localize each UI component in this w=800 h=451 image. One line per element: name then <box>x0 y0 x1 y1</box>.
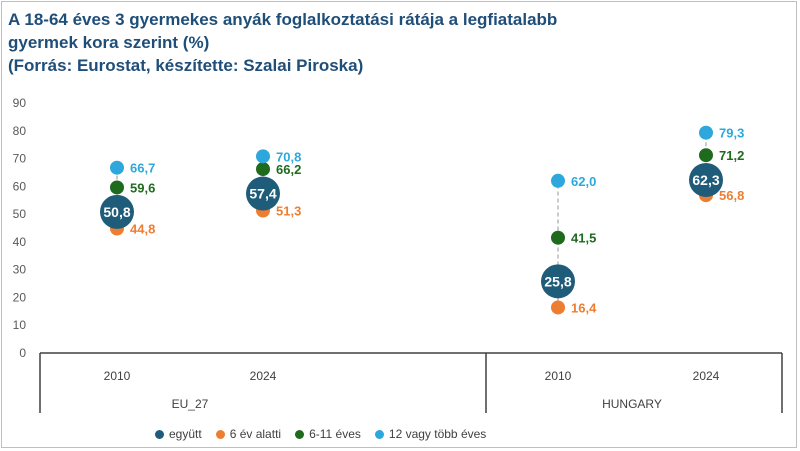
y-tick-label-80: 80 <box>13 124 27 138</box>
x-category-label-0: 2010 <box>104 369 131 383</box>
data-label-6-11-eves-2: 41,5 <box>571 231 596 246</box>
y-tick-label-10: 10 <box>13 318 27 332</box>
data-label-egyutt-1: 57,4 <box>249 186 276 202</box>
legend-marker-6-11-eves <box>295 429 305 439</box>
x-category-label-3: 2024 <box>693 369 720 383</box>
point-6-11-eves-2 <box>551 230 565 245</box>
data-label-6-11-eves-1: 66,2 <box>276 162 301 177</box>
data-label-12-vagy-tobb-eves-0: 66,7 <box>130 161 155 176</box>
legend-label-6-11-eves: 6-11 éves <box>309 427 361 441</box>
legend-item-6-ev-alatti: 6 év alatti <box>215 427 282 441</box>
y-tick-label-70: 70 <box>13 152 27 166</box>
point-6-11-eves-3 <box>699 148 713 163</box>
point-egyutt-2 <box>541 264 575 299</box>
data-label-12-vagy-tobb-eves-3: 79,3 <box>719 126 744 141</box>
y-tick-label-60: 60 <box>13 179 27 193</box>
legend-item-egyutt: együtt <box>155 427 202 441</box>
title-line-1: A 18-64 éves 3 gyermekes anyák foglalkoz… <box>8 10 558 29</box>
legend-label-egyutt: együtt <box>169 427 202 441</box>
data-label-6-ev-alatti-2: 16,4 <box>571 300 597 315</box>
data-label-12-vagy-tobb-eves-1: 70,8 <box>276 149 301 164</box>
y-tick-label-40: 40 <box>13 235 27 249</box>
y-tick-label-30: 30 <box>13 263 27 277</box>
legend-item-12-vagy-tobb-eves: 12 vagy több éves <box>374 427 487 441</box>
legend-marker-6-ev-alatti <box>215 429 225 439</box>
data-label-egyutt-2: 25,8 <box>544 273 571 289</box>
point-egyutt-0 <box>100 194 134 229</box>
x-category-label-2: 2010 <box>545 369 572 383</box>
legend-item-6-11-eves: 6-11 éves <box>295 427 361 441</box>
data-label-6-ev-alatti-0: 44,8 <box>130 222 155 237</box>
point-12-vagy-tobb-eves-0 <box>110 160 124 175</box>
data-label-12-vagy-tobb-eves-2: 62,0 <box>571 174 596 189</box>
legend: együtt 6 év alatti 6-11 éves 12 vagy töb… <box>155 427 486 441</box>
data-label-egyutt-0: 50,8 <box>103 204 130 220</box>
y-tick-label-90: 90 <box>13 96 27 110</box>
legend-label-12-vagy-tobb-eves: 12 vagy több éves <box>388 427 487 441</box>
x-group-label-hungary: HUNGARY <box>602 397 662 411</box>
x-group-label-eu-27: EU_27 <box>172 397 209 411</box>
point-egyutt-3 <box>689 162 723 197</box>
point-6-11-eves-0 <box>110 180 124 195</box>
y-tick-label-20: 20 <box>13 290 27 304</box>
point-12-vagy-tobb-eves-3 <box>699 125 713 140</box>
point-12-vagy-tobb-eves-1 <box>256 149 270 164</box>
y-tick-label-0: 0 <box>19 346 26 360</box>
point-egyutt-1 <box>246 176 280 211</box>
data-label-6-ev-alatti-3: 56,8 <box>719 188 744 203</box>
data-label-6-11-eves-0: 59,6 <box>130 180 155 195</box>
chart-title: A 18-64 éves 3 gyermekes anyák foglalkoz… <box>8 8 788 77</box>
data-label-6-11-eves-3: 71,2 <box>719 148 744 163</box>
data-label-6-ev-alatti-1: 51,3 <box>276 204 301 219</box>
title-line-3: (Forrás: Eurostat, készítette: Szalai Pi… <box>8 56 364 75</box>
x-category-label-1: 2024 <box>250 369 277 383</box>
point-6-11-eves-1 <box>256 162 270 177</box>
legend-marker-12-vagy-tobb-eves <box>374 429 384 439</box>
y-tick-label-50: 50 <box>13 207 27 221</box>
point-6-ev-alatti-2 <box>551 300 565 315</box>
legend-label-6-ev-alatti: 6 év alatti <box>229 427 282 441</box>
point-12-vagy-tobb-eves-2 <box>551 173 565 188</box>
data-label-egyutt-3: 62,3 <box>692 172 719 188</box>
title-line-2: gyermek kora szerint (%) <box>8 33 210 52</box>
legend-marker-egyutt <box>155 429 164 439</box>
